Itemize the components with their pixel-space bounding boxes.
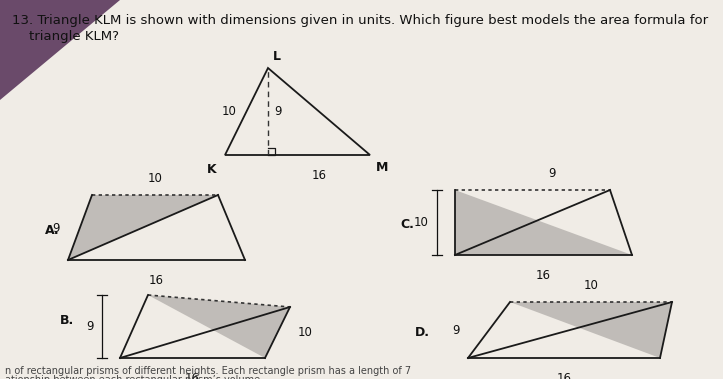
Text: L: L <box>273 50 281 63</box>
Text: A.: A. <box>45 224 59 236</box>
Text: M: M <box>376 161 388 174</box>
Text: 10: 10 <box>414 216 429 229</box>
Polygon shape <box>148 295 290 358</box>
Text: 10: 10 <box>147 172 163 185</box>
Polygon shape <box>0 0 120 100</box>
Text: 9: 9 <box>87 319 94 332</box>
Text: 16: 16 <box>536 269 550 282</box>
Text: 9: 9 <box>53 221 60 235</box>
Text: triangle KLM?: triangle KLM? <box>12 30 119 43</box>
Text: 10: 10 <box>298 326 313 338</box>
Text: 9: 9 <box>548 167 556 180</box>
Text: n of rectangular prisms of different heights. Each rectangle prism has a length : n of rectangular prisms of different hei… <box>5 366 411 376</box>
Polygon shape <box>455 190 632 255</box>
Polygon shape <box>68 195 218 260</box>
Text: 16: 16 <box>557 372 571 379</box>
Text: 16: 16 <box>148 274 163 287</box>
Text: D.: D. <box>415 326 430 338</box>
Text: 16: 16 <box>184 372 200 379</box>
Text: 10: 10 <box>222 105 236 118</box>
Polygon shape <box>510 302 672 358</box>
Text: ationship between each rectangular prism’s volume,: ationship between each rectangular prism… <box>5 375 263 379</box>
Text: 9: 9 <box>453 324 460 337</box>
Text: K: K <box>208 163 217 176</box>
Text: C.: C. <box>400 219 414 232</box>
Text: B.: B. <box>60 313 74 326</box>
Text: 9: 9 <box>274 105 281 118</box>
Text: 13. Triangle KLM is shown with dimensions given in units. Which figure best mode: 13. Triangle KLM is shown with dimension… <box>12 14 708 27</box>
Text: 10: 10 <box>583 279 599 292</box>
Text: 16: 16 <box>312 169 327 182</box>
